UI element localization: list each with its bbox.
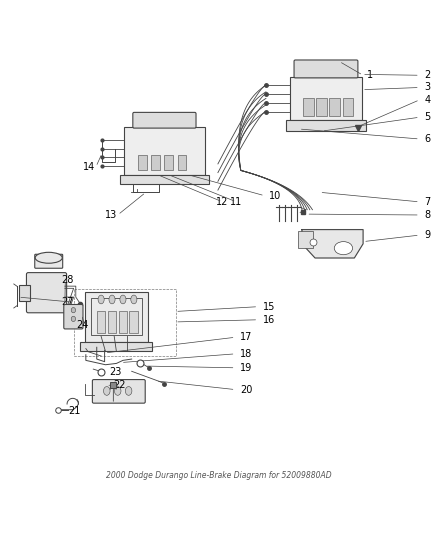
FancyBboxPatch shape bbox=[297, 231, 313, 248]
FancyBboxPatch shape bbox=[290, 77, 362, 120]
Text: 16: 16 bbox=[263, 315, 275, 325]
FancyBboxPatch shape bbox=[64, 304, 83, 329]
Text: 22: 22 bbox=[113, 380, 126, 390]
Bar bbox=[164, 155, 173, 171]
FancyBboxPatch shape bbox=[18, 285, 29, 301]
Text: 18: 18 bbox=[240, 349, 252, 359]
Bar bbox=[303, 99, 314, 116]
Ellipse shape bbox=[109, 295, 115, 304]
Bar bbox=[177, 155, 186, 171]
Text: 7: 7 bbox=[424, 197, 431, 207]
FancyBboxPatch shape bbox=[124, 127, 205, 175]
FancyBboxPatch shape bbox=[85, 292, 148, 342]
Text: 19: 19 bbox=[240, 363, 252, 373]
FancyBboxPatch shape bbox=[120, 175, 209, 184]
Bar bbox=[91, 298, 141, 335]
Bar bbox=[151, 155, 160, 171]
Bar bbox=[138, 155, 147, 171]
Text: 17: 17 bbox=[240, 332, 252, 342]
Ellipse shape bbox=[125, 386, 132, 395]
Ellipse shape bbox=[120, 295, 126, 304]
Text: 20: 20 bbox=[240, 385, 252, 394]
Ellipse shape bbox=[114, 386, 121, 395]
Text: 24: 24 bbox=[76, 320, 88, 330]
Text: 15: 15 bbox=[263, 302, 275, 312]
Bar bbox=[97, 311, 106, 333]
Ellipse shape bbox=[98, 295, 104, 304]
Text: 2000 Dodge Durango Line-Brake Diagram for 52009880AD: 2000 Dodge Durango Line-Brake Diagram fo… bbox=[106, 471, 332, 480]
Ellipse shape bbox=[71, 308, 76, 313]
Text: 27: 27 bbox=[61, 297, 74, 308]
Text: 12: 12 bbox=[216, 197, 229, 207]
Text: 1: 1 bbox=[367, 70, 374, 80]
Ellipse shape bbox=[35, 252, 62, 263]
Text: 13: 13 bbox=[105, 210, 117, 220]
Bar bbox=[130, 311, 138, 333]
Text: 2: 2 bbox=[424, 70, 431, 80]
Bar bbox=[329, 99, 340, 116]
FancyBboxPatch shape bbox=[81, 342, 152, 351]
FancyBboxPatch shape bbox=[26, 272, 67, 313]
FancyBboxPatch shape bbox=[286, 120, 366, 131]
Text: 8: 8 bbox=[424, 210, 430, 220]
FancyBboxPatch shape bbox=[133, 112, 196, 128]
Ellipse shape bbox=[103, 386, 110, 395]
Bar bbox=[343, 99, 353, 116]
Ellipse shape bbox=[71, 316, 76, 321]
Bar bbox=[108, 311, 117, 333]
Polygon shape bbox=[302, 230, 363, 258]
Bar bbox=[316, 99, 327, 116]
Text: 21: 21 bbox=[68, 407, 81, 416]
Text: 23: 23 bbox=[109, 367, 121, 377]
Ellipse shape bbox=[334, 241, 353, 255]
FancyBboxPatch shape bbox=[35, 254, 63, 268]
FancyBboxPatch shape bbox=[294, 60, 358, 78]
Bar bbox=[119, 311, 127, 333]
Text: 11: 11 bbox=[230, 197, 243, 207]
Text: 6: 6 bbox=[424, 134, 430, 144]
Text: 5: 5 bbox=[424, 112, 431, 122]
Text: 10: 10 bbox=[269, 191, 282, 201]
FancyBboxPatch shape bbox=[92, 379, 145, 403]
Text: 28: 28 bbox=[61, 274, 73, 285]
Text: 9: 9 bbox=[424, 230, 430, 240]
Text: 4: 4 bbox=[424, 95, 430, 104]
Ellipse shape bbox=[131, 295, 137, 304]
Text: 14: 14 bbox=[83, 162, 95, 172]
Text: 3: 3 bbox=[424, 83, 430, 93]
